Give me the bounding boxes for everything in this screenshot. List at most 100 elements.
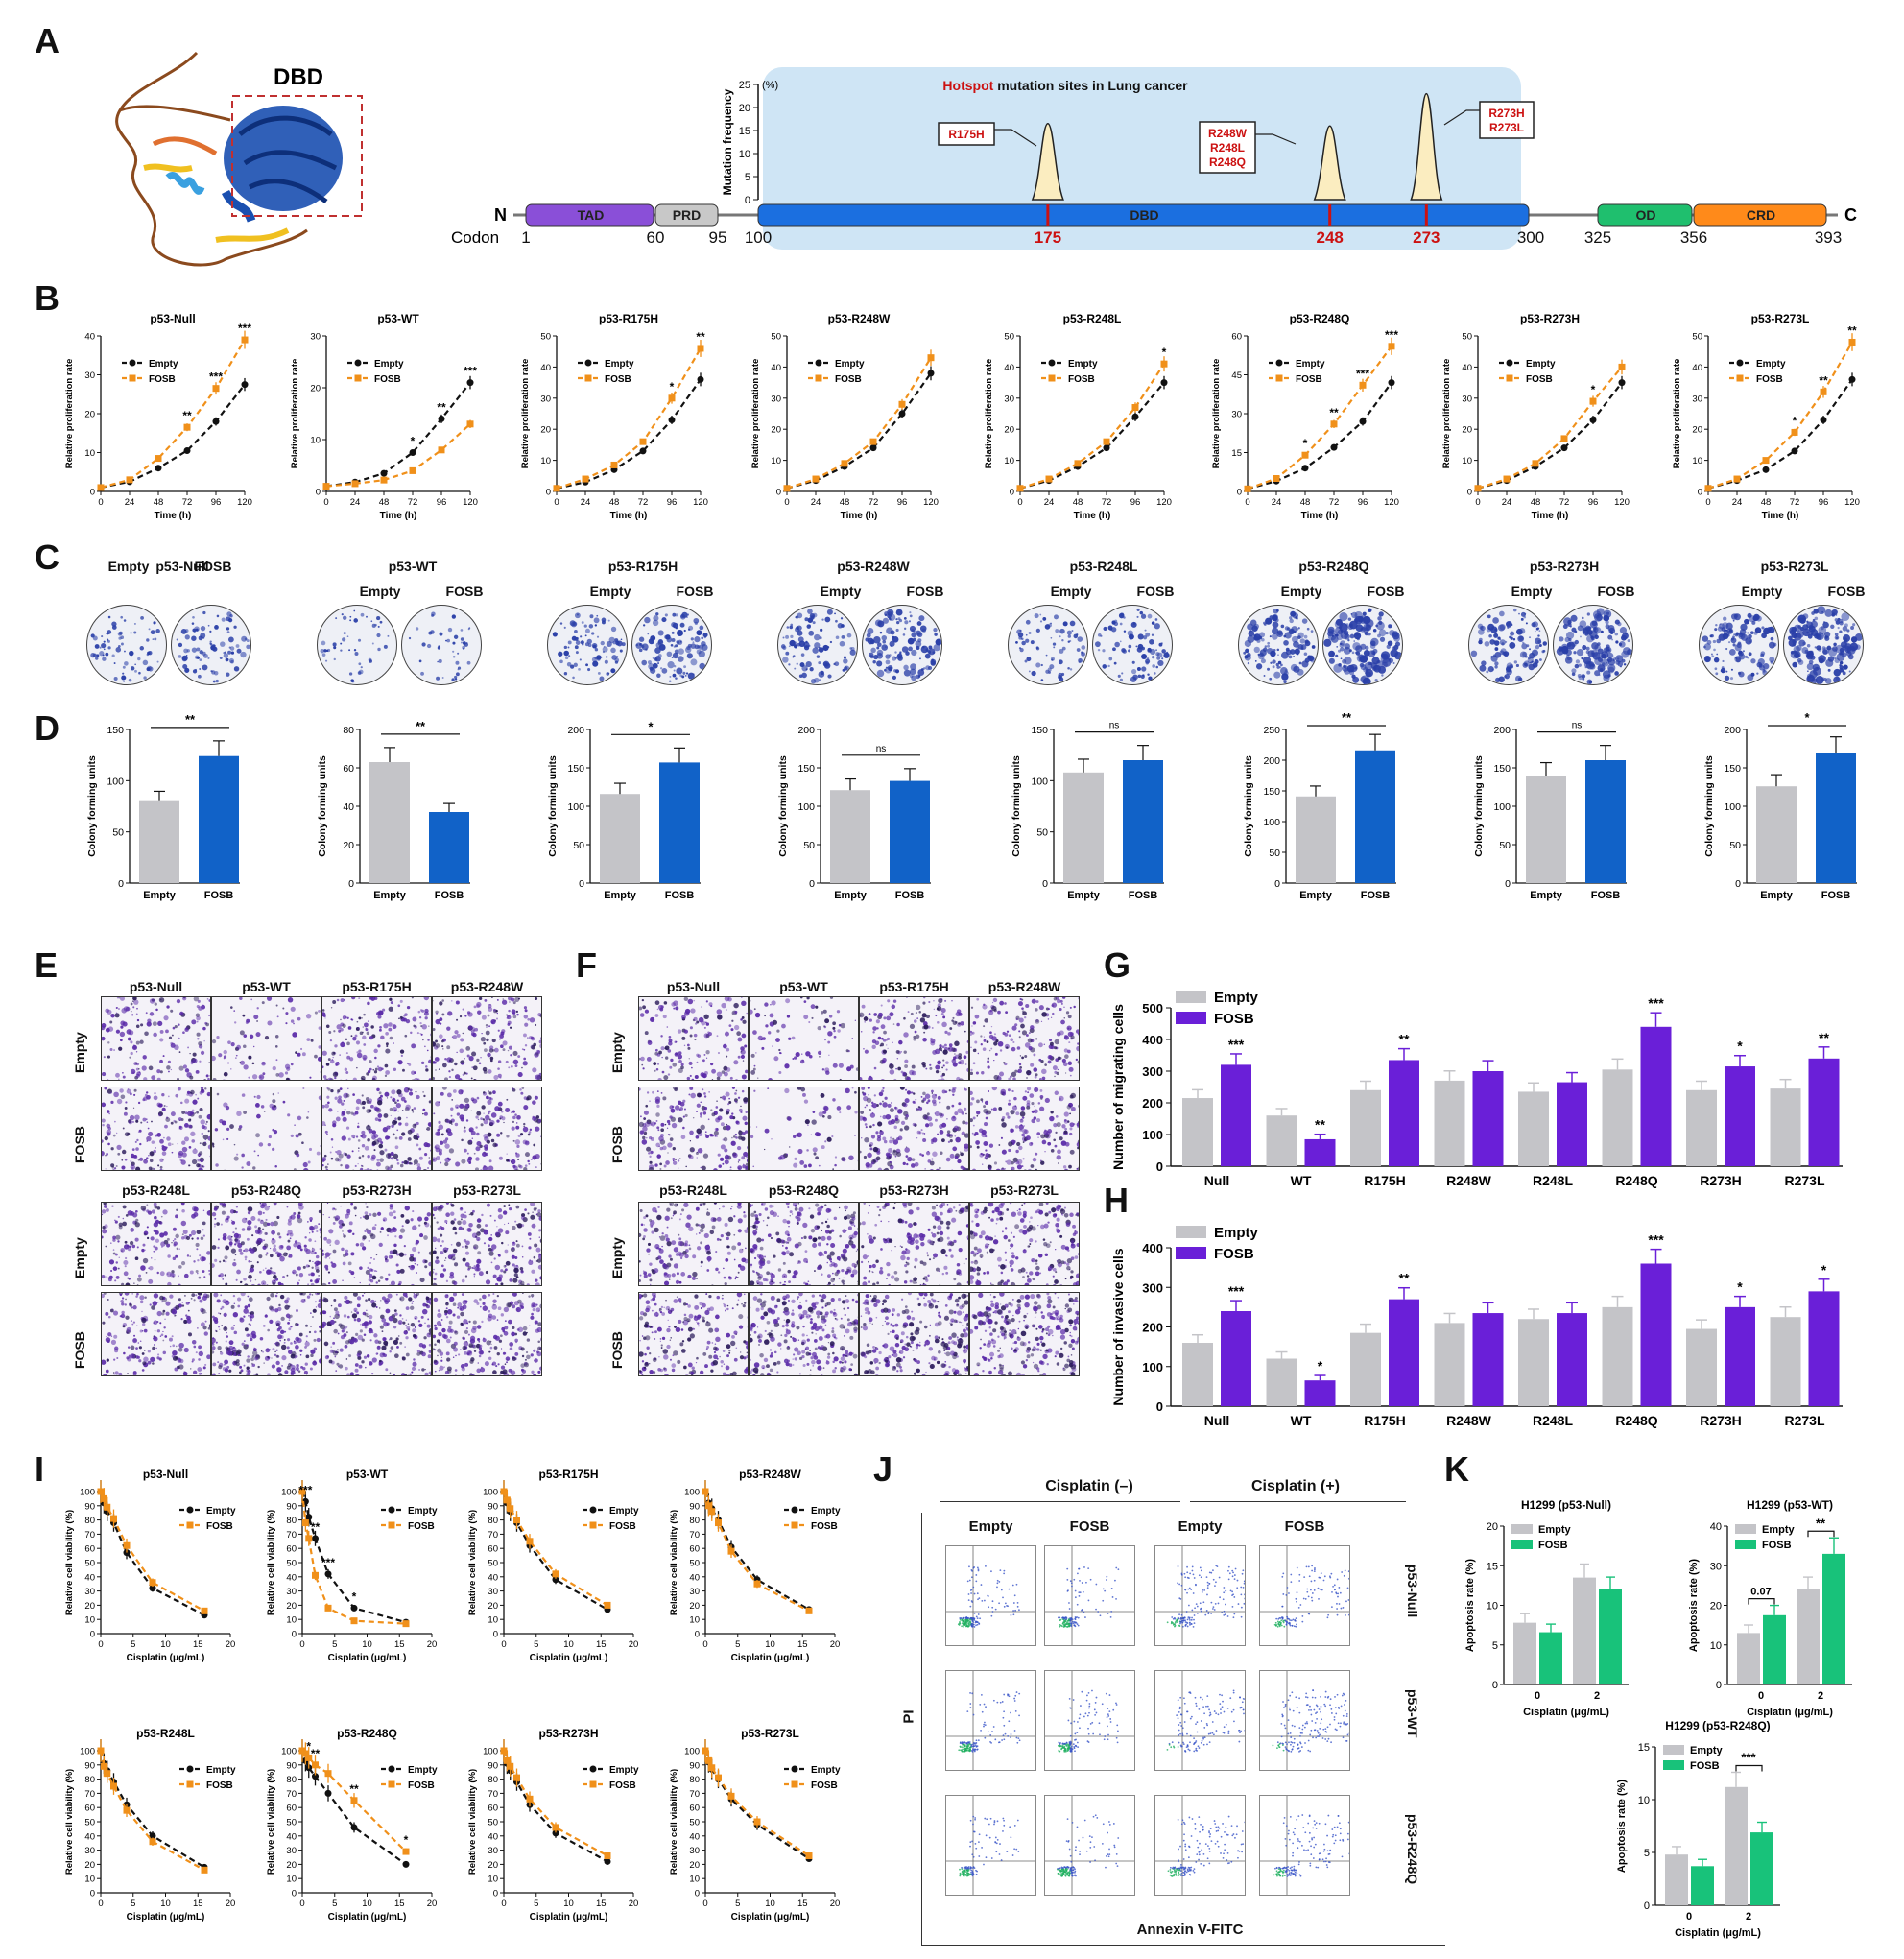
cell bbox=[433, 1268, 435, 1271]
cell bbox=[330, 1137, 334, 1141]
colony bbox=[1611, 638, 1614, 641]
cell bbox=[499, 1076, 502, 1079]
hotspot-callout-line bbox=[1255, 133, 1297, 145]
colony bbox=[1563, 617, 1572, 626]
cell bbox=[205, 1074, 209, 1078]
cell bbox=[266, 997, 273, 1001]
colony bbox=[795, 615, 797, 619]
cell bbox=[178, 1298, 181, 1302]
cell bbox=[439, 1017, 443, 1022]
cell bbox=[110, 1269, 113, 1272]
cell bbox=[345, 1249, 349, 1253]
x-tick-label: 120 bbox=[463, 497, 478, 508]
cell bbox=[264, 1243, 269, 1248]
cell bbox=[399, 1049, 405, 1054]
cell bbox=[435, 1039, 438, 1043]
colony bbox=[1136, 608, 1140, 611]
significance-label: ns bbox=[1109, 721, 1120, 731]
cell bbox=[485, 1279, 491, 1285]
cell bbox=[146, 1135, 152, 1142]
cell bbox=[269, 1254, 274, 1258]
colony bbox=[916, 645, 920, 650]
colony bbox=[1019, 648, 1024, 653]
cell bbox=[156, 1271, 159, 1275]
cell bbox=[328, 1281, 331, 1285]
colony bbox=[1352, 676, 1360, 683]
chart-title: p53-R248W bbox=[828, 312, 891, 325]
cell bbox=[170, 1121, 174, 1125]
cell bbox=[490, 1234, 493, 1236]
cell bbox=[334, 1208, 337, 1211]
cell bbox=[371, 1130, 377, 1135]
colony bbox=[796, 662, 798, 665]
colony bbox=[652, 657, 655, 659]
colony bbox=[1537, 634, 1540, 637]
cell bbox=[537, 1253, 541, 1256]
cell bbox=[444, 1259, 446, 1261]
cell bbox=[230, 1068, 232, 1070]
cell bbox=[473, 1273, 476, 1276]
cell bbox=[249, 1271, 250, 1274]
colony bbox=[895, 628, 899, 633]
cell bbox=[192, 1206, 198, 1212]
cell bbox=[377, 1044, 381, 1048]
colony bbox=[585, 663, 588, 667]
cell bbox=[490, 1019, 496, 1025]
colony bbox=[873, 654, 879, 660]
cell bbox=[122, 1075, 126, 1079]
cell bbox=[463, 1079, 465, 1080]
colony bbox=[1272, 621, 1279, 629]
colony bbox=[213, 671, 219, 676]
cell bbox=[242, 1014, 246, 1017]
cell bbox=[433, 1028, 436, 1032]
cell bbox=[373, 1134, 379, 1138]
y-tick-label: 60 bbox=[1231, 332, 1242, 343]
cell bbox=[207, 1144, 210, 1150]
x-tick-label: 48 bbox=[840, 497, 850, 508]
colony bbox=[1520, 611, 1526, 617]
cell bbox=[450, 1107, 454, 1111]
colony bbox=[199, 667, 202, 670]
data-point-fosb bbox=[869, 438, 877, 445]
cell bbox=[481, 1105, 486, 1110]
cell bbox=[413, 1135, 418, 1140]
y-tick-label: 30 bbox=[540, 394, 551, 404]
cell bbox=[449, 1274, 455, 1279]
cell bbox=[236, 1269, 241, 1275]
colony bbox=[134, 663, 137, 666]
cell bbox=[194, 1148, 196, 1150]
cell bbox=[360, 1135, 363, 1138]
colony bbox=[619, 649, 623, 653]
cell bbox=[424, 1045, 426, 1048]
cell bbox=[502, 998, 504, 1000]
cell bbox=[369, 1273, 373, 1278]
legend-marker bbox=[1736, 374, 1744, 382]
colony bbox=[616, 656, 619, 658]
cell bbox=[490, 1138, 495, 1143]
cell bbox=[524, 1164, 528, 1167]
colony bbox=[1272, 665, 1275, 669]
data-point-fosb bbox=[1074, 460, 1082, 467]
colony bbox=[1349, 670, 1355, 676]
colony bbox=[922, 667, 926, 670]
dish-group-title: p53-R175H bbox=[607, 559, 678, 574]
colony bbox=[1263, 675, 1266, 677]
cell bbox=[433, 1236, 438, 1243]
panel-letter-f: F bbox=[576, 945, 597, 985]
colony bbox=[1512, 638, 1516, 641]
colony bbox=[1702, 635, 1709, 642]
cell bbox=[245, 1217, 248, 1220]
y-tick-label: 30 bbox=[310, 332, 321, 343]
cell bbox=[411, 1283, 415, 1285]
cell bbox=[315, 1254, 320, 1259]
cell bbox=[407, 1129, 413, 1135]
colony bbox=[1577, 674, 1582, 678]
cell bbox=[346, 1154, 351, 1159]
cell bbox=[102, 1151, 105, 1157]
cell bbox=[476, 1111, 482, 1116]
colony bbox=[1730, 668, 1733, 671]
cell bbox=[185, 1314, 188, 1317]
cell bbox=[267, 1222, 271, 1226]
x-tick-label: 0 bbox=[1017, 497, 1022, 508]
colony bbox=[176, 638, 178, 641]
